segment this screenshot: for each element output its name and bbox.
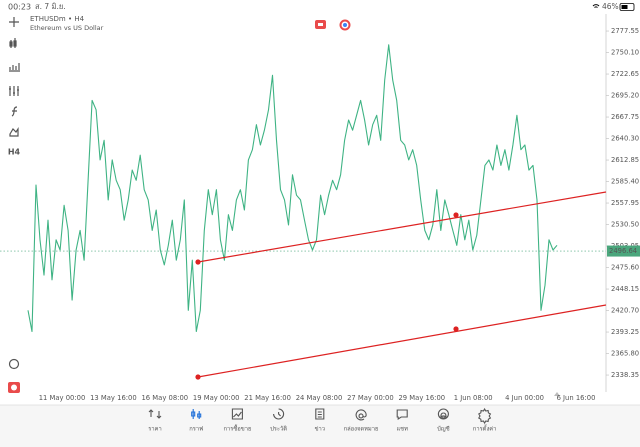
price-line xyxy=(27,44,558,333)
y-tick-label: 2585.40 xyxy=(611,178,639,186)
history-tool[interactable] xyxy=(8,358,20,370)
nav-icon xyxy=(355,409,367,421)
scroll-marker xyxy=(554,392,560,396)
nav-label: การตั้งค่า xyxy=(473,424,497,433)
nav-icon xyxy=(148,409,162,419)
y-tick-label: 2475.60 xyxy=(611,264,639,272)
x-tick-label: 21 May 16:00 xyxy=(244,394,291,402)
trendline-upper[interactable] xyxy=(197,191,607,263)
y-tick-label: 2612.85 xyxy=(611,156,639,164)
trendline-lower[interactable] xyxy=(197,304,607,378)
chart-type-tool[interactable] xyxy=(9,38,17,48)
trendline-anchor[interactable] xyxy=(453,326,459,332)
x-tick-label: 27 May 00:00 xyxy=(347,394,394,402)
signal-icon-inner xyxy=(343,23,347,27)
y-tick-label: 2393.25 xyxy=(611,328,639,336)
nav-label: การซื้อขาย xyxy=(223,424,251,433)
y-tick-label: 2667.75 xyxy=(611,113,639,121)
nav-icon xyxy=(437,408,449,420)
x-tick-label: 16 May 08:00 xyxy=(141,394,188,402)
nav-item[interactable]: ประวัติ xyxy=(270,408,287,433)
y-tick-label: 2448.15 xyxy=(611,285,639,293)
objects-tool[interactable] xyxy=(9,127,19,137)
timeframe-button[interactable]: H4 xyxy=(8,148,21,157)
y-tick-label: 2338.35 xyxy=(611,371,639,379)
trendline-anchor[interactable] xyxy=(453,212,459,218)
nav-label: กล่องจดหมาย xyxy=(344,426,379,433)
left-toolbar: H4 xyxy=(8,17,21,393)
nav-label: กราฟ xyxy=(189,426,203,433)
y-tick-label: 2750.10 xyxy=(611,49,639,57)
current-price-label: 2496.64 xyxy=(609,247,637,255)
x-tick-label: 4 Jun 00:00 xyxy=(505,394,544,402)
trendline-anchor[interactable] xyxy=(195,259,201,265)
battery-level xyxy=(621,5,628,9)
current-price-box xyxy=(607,245,640,257)
crosshair-tool[interactable] xyxy=(9,17,19,27)
status-time: 00:23 xyxy=(8,3,31,12)
nav-item[interactable]: ราคา xyxy=(148,409,162,433)
nav-icon xyxy=(478,407,492,425)
function-tool[interactable] xyxy=(11,106,18,117)
y-tick-label: 2420.70 xyxy=(611,307,639,315)
nav-icon xyxy=(191,409,202,419)
indicators-tool[interactable] xyxy=(9,63,20,72)
x-tick-label: 1 Jun 08:00 xyxy=(454,394,493,402)
nav-item[interactable]: กราฟ xyxy=(189,409,203,433)
nav-label: แชท xyxy=(396,426,408,433)
y-tick-label: 2777.55 xyxy=(611,27,639,35)
y-tick-label: 2365.80 xyxy=(611,350,639,358)
y-tick-label: 2530.50 xyxy=(611,221,639,229)
x-tick-label: 13 May 16:00 xyxy=(90,394,137,402)
nav-icon xyxy=(273,408,285,420)
one-click-icon-inner xyxy=(318,23,323,26)
trade-tool-inner xyxy=(11,384,17,391)
y-tick-label: 2695.20 xyxy=(611,92,639,100)
x-tick-label: 24 May 08:00 xyxy=(296,394,343,402)
nav-label: ประวัติ xyxy=(270,425,287,433)
nav-item[interactable]: กล่องจดหมาย xyxy=(344,409,379,433)
signal-icon[interactable] xyxy=(339,19,351,31)
x-tick-label: 19 May 00:00 xyxy=(193,394,240,402)
nav-item[interactable]: บัญชี xyxy=(437,408,450,433)
nav-item[interactable]: ข่าว xyxy=(315,408,325,433)
y-tick-label: 2640.30 xyxy=(611,135,639,143)
nav-item[interactable]: การซื้อขาย xyxy=(223,408,251,433)
wifi-icon xyxy=(592,4,600,8)
nav-item[interactable]: แชท xyxy=(396,409,408,433)
nav-label: ข่าว xyxy=(315,426,325,433)
chart-title: ETHUSDm • H4 xyxy=(30,15,85,23)
x-tick-label: 6 Jun 16:00 xyxy=(557,394,596,402)
y-tick-label: 2722.65 xyxy=(611,70,639,78)
x-tick-label: 29 May 16:00 xyxy=(398,394,445,402)
battery-text: 46% xyxy=(602,2,619,11)
settings-tool[interactable] xyxy=(9,86,19,96)
trendline-anchor[interactable] xyxy=(195,374,201,380)
chart-subtitle: Ethereum vs US Dollar xyxy=(30,24,104,32)
nav-icon xyxy=(315,408,325,420)
nav-label: ราคา xyxy=(148,426,162,433)
nav-icon xyxy=(396,409,408,421)
status-date: ส. 7 มิ.ย. xyxy=(35,2,66,11)
y-tick-label: 2557.95 xyxy=(611,199,639,207)
x-tick-label: 11 May 00:00 xyxy=(39,394,86,402)
battery-icon xyxy=(619,3,635,11)
nav-icon xyxy=(231,408,243,420)
nav-label: บัญชี xyxy=(437,425,450,433)
nav-item[interactable]: การตั้งค่า xyxy=(473,407,497,433)
